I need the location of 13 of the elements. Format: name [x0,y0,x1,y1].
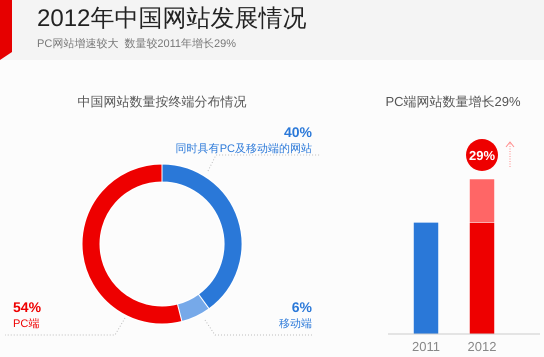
annotation: 29% [468,148,496,163]
chart-title: 中国网站数量按终端分布情况 [78,94,246,109]
x-tick-label: 2011 [412,339,440,354]
text: PC网站增速较大 数量较2011年增长29% [37,37,236,50]
slice-label: 同时具有PC及移动端的网站 [176,142,312,155]
text: 2012年中国网站发展情况 [37,5,306,32]
data-label: 54% [13,299,42,315]
chart-title: PC端网站数量增长29% [385,94,521,109]
slice-label: 移动端 [279,317,312,330]
data-label: 40% [284,124,313,140]
x-tick-label: 2012 [468,339,496,354]
data-label: 6% [292,299,313,315]
slice-label: PC端 [13,317,40,330]
